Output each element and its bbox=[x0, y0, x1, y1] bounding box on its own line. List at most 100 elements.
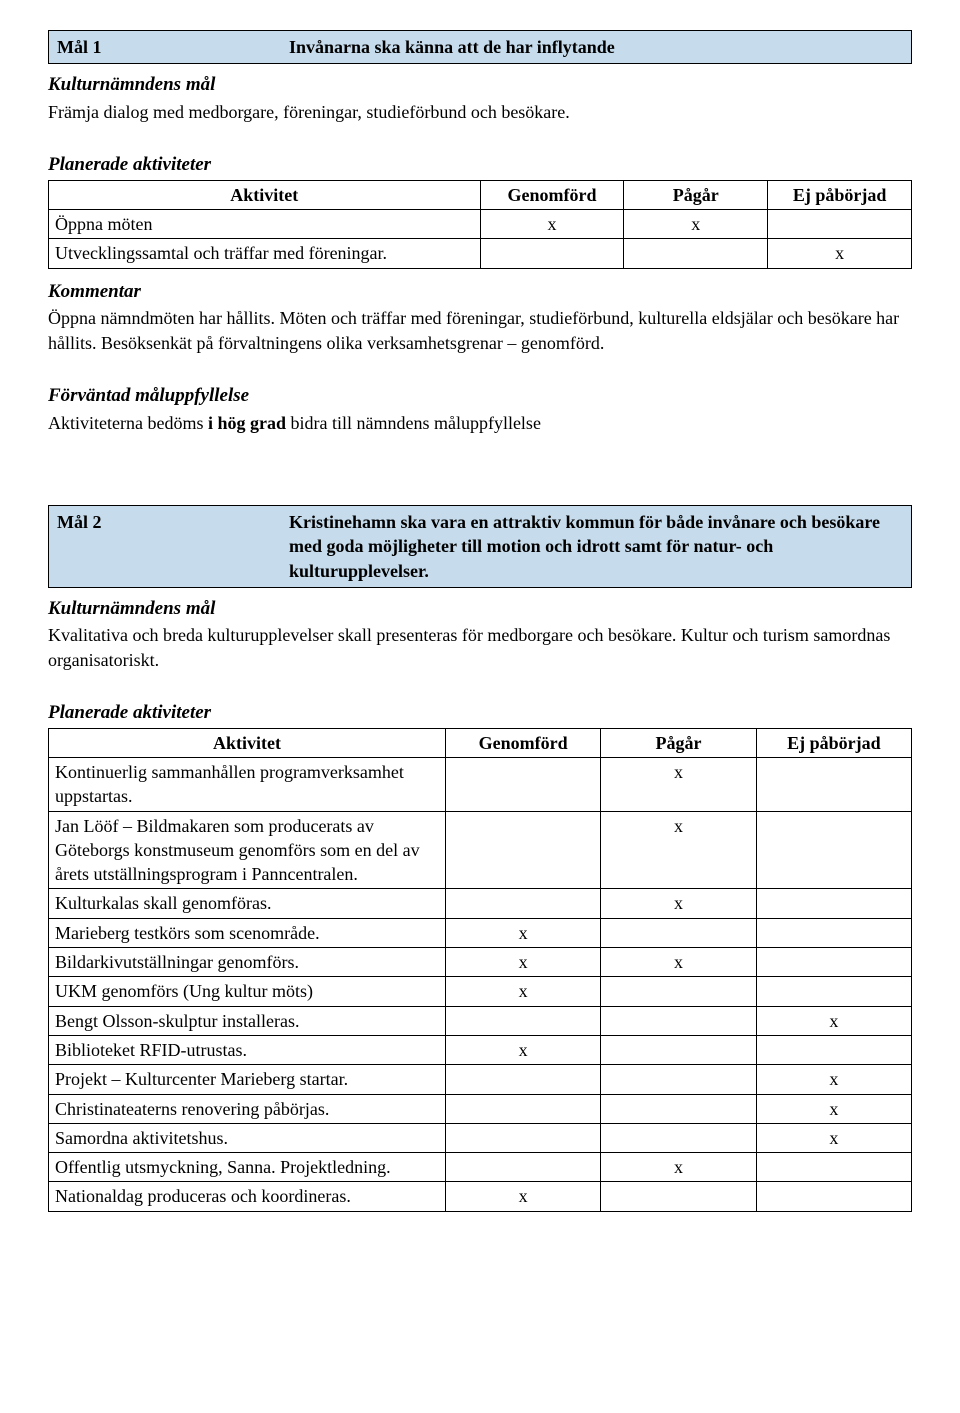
goal2-label: Mål 2 bbox=[57, 510, 289, 583]
cell-notstarted bbox=[768, 210, 912, 239]
table-row: Marieberg testkörs som scenområde.x bbox=[49, 918, 912, 947]
col-ongoing: Pågår bbox=[601, 728, 756, 757]
cell-ongoing: x bbox=[601, 811, 756, 889]
table-row: UKM genomförs (Ung kultur möts)x bbox=[49, 977, 912, 1006]
goal2-header: Mål 2 Kristinehamn ska vara en attraktiv… bbox=[48, 505, 912, 588]
table-row: Samordna aktivitetshus. x bbox=[49, 1123, 912, 1152]
cell-notstarted bbox=[756, 811, 911, 889]
cell-done bbox=[445, 889, 600, 918]
cell-notstarted: x bbox=[768, 239, 912, 268]
goal1-sub-text: Främja dialog med medborgare, föreningar… bbox=[48, 100, 912, 124]
expected-prefix: Aktiviteterna bedöms bbox=[48, 413, 208, 433]
cell-activity: Biblioteket RFID-utrustas. bbox=[49, 1035, 446, 1064]
goal1-table: Aktivitet Genomförd Pågår Ej påbörjad Öp… bbox=[48, 180, 912, 269]
goal2-table: Aktivitet Genomförd Pågår Ej påbörjad Ko… bbox=[48, 728, 912, 1212]
col-activity: Aktivitet bbox=[49, 728, 446, 757]
cell-activity: Marieberg testkörs som scenområde. bbox=[49, 918, 446, 947]
table-row: Kontinuerlig sammanhållen programverksam… bbox=[49, 758, 912, 812]
cell-activity: Utvecklingssamtal och träffar med föreni… bbox=[49, 239, 481, 268]
goal2-title: Kristinehamn ska vara en attraktiv kommu… bbox=[289, 510, 903, 583]
cell-done bbox=[445, 1094, 600, 1123]
cell-done bbox=[445, 758, 600, 812]
table-row: Bengt Olsson-skulptur installeras. x bbox=[49, 1006, 912, 1035]
col-ongoing: Pågår bbox=[624, 180, 768, 209]
cell-notstarted: x bbox=[756, 1094, 911, 1123]
cell-ongoing: x bbox=[601, 948, 756, 977]
cell-ongoing bbox=[601, 1094, 756, 1123]
col-notstarted: Ej påbörjad bbox=[756, 728, 911, 757]
cell-done bbox=[445, 1153, 600, 1182]
table-row: Offentlig utsmyckning, Sanna. Projektled… bbox=[49, 1153, 912, 1182]
table-row: Biblioteket RFID-utrustas.x bbox=[49, 1035, 912, 1064]
goal1-title: Invånarna ska känna att de har inflytand… bbox=[289, 35, 903, 59]
cell-activity: Christinateaterns renovering påbörjas. bbox=[49, 1094, 446, 1123]
cell-done: x bbox=[445, 948, 600, 977]
goal2-sub-heading: Kulturnämndens mål bbox=[48, 596, 912, 622]
cell-ongoing: x bbox=[601, 758, 756, 812]
cell-notstarted bbox=[756, 889, 911, 918]
goal1-comment-heading: Kommentar bbox=[48, 279, 912, 305]
table-row: Jan Lööf – Bildmakaren som producerats a… bbox=[49, 811, 912, 889]
goal1-expected-text: Aktiviteterna bedöms i hög grad bidra ti… bbox=[48, 411, 912, 435]
cell-activity: Nationaldag produceras och koordineras. bbox=[49, 1182, 446, 1211]
table-row: Bildarkivutställningar genomförs.xx bbox=[49, 948, 912, 977]
cell-done: x bbox=[445, 1182, 600, 1211]
col-activity: Aktivitet bbox=[49, 180, 481, 209]
cell-ongoing: x bbox=[601, 1153, 756, 1182]
goal1-expected-heading: Förväntad måluppfyllelse bbox=[48, 383, 912, 409]
goal1-planned-heading: Planerade aktiviteter bbox=[48, 152, 912, 178]
cell-activity: UKM genomförs (Ung kultur möts) bbox=[49, 977, 446, 1006]
cell-activity: Jan Lööf – Bildmakaren som producerats a… bbox=[49, 811, 446, 889]
cell-ongoing bbox=[624, 239, 768, 268]
table-row: Christinateaterns renovering påbörjas. x bbox=[49, 1094, 912, 1123]
table-row: Kulturkalas skall genomföras. x bbox=[49, 889, 912, 918]
cell-ongoing: x bbox=[601, 889, 756, 918]
cell-activity: Öppna möten bbox=[49, 210, 481, 239]
goal2-sub-text: Kvalitativa och breda kulturupplevelser … bbox=[48, 623, 912, 672]
cell-activity: Kulturkalas skall genomföras. bbox=[49, 889, 446, 918]
col-done: Genomförd bbox=[445, 728, 600, 757]
col-notstarted: Ej påbörjad bbox=[768, 180, 912, 209]
col-done: Genomförd bbox=[480, 180, 624, 209]
table-row: Aktivitet Genomförd Pågår Ej påbörjad bbox=[49, 728, 912, 757]
table-row: Öppna mötenxx bbox=[49, 210, 912, 239]
cell-ongoing bbox=[601, 918, 756, 947]
cell-notstarted bbox=[756, 918, 911, 947]
cell-done bbox=[445, 1123, 600, 1152]
cell-done: x bbox=[445, 977, 600, 1006]
cell-notstarted bbox=[756, 948, 911, 977]
cell-activity: Samordna aktivitetshus. bbox=[49, 1123, 446, 1152]
table-row: Projekt – Kulturcenter Marieberg startar… bbox=[49, 1065, 912, 1094]
cell-activity: Bengt Olsson-skulptur installeras. bbox=[49, 1006, 446, 1035]
cell-notstarted bbox=[756, 758, 911, 812]
table-row: Aktivitet Genomförd Pågår Ej påbörjad bbox=[49, 180, 912, 209]
cell-done bbox=[480, 239, 624, 268]
cell-activity: Offentlig utsmyckning, Sanna. Projektled… bbox=[49, 1153, 446, 1182]
cell-activity: Kontinuerlig sammanhållen programverksam… bbox=[49, 758, 446, 812]
expected-suffix: bidra till nämndens måluppfyllelse bbox=[286, 413, 541, 433]
cell-notstarted bbox=[756, 977, 911, 1006]
cell-notstarted: x bbox=[756, 1123, 911, 1152]
cell-ongoing bbox=[601, 1182, 756, 1211]
goal1-header: Mål 1 Invånarna ska känna att de har inf… bbox=[48, 30, 912, 64]
expected-bold: i hög grad bbox=[208, 413, 286, 433]
cell-ongoing bbox=[601, 1065, 756, 1094]
cell-done: x bbox=[445, 918, 600, 947]
cell-done bbox=[445, 1065, 600, 1094]
cell-ongoing bbox=[601, 1006, 756, 1035]
cell-notstarted bbox=[756, 1153, 911, 1182]
cell-notstarted bbox=[756, 1182, 911, 1211]
cell-done: x bbox=[445, 1035, 600, 1064]
cell-notstarted: x bbox=[756, 1006, 911, 1035]
cell-done: x bbox=[480, 210, 624, 239]
table-row: Nationaldag produceras och koordineras.x bbox=[49, 1182, 912, 1211]
cell-ongoing bbox=[601, 1123, 756, 1152]
goal1-label: Mål 1 bbox=[57, 35, 289, 59]
cell-ongoing bbox=[601, 977, 756, 1006]
table-row: Utvecklingssamtal och träffar med föreni… bbox=[49, 239, 912, 268]
cell-activity: Bildarkivutställningar genomförs. bbox=[49, 948, 446, 977]
goal2-planned-heading: Planerade aktiviteter bbox=[48, 700, 912, 726]
cell-ongoing bbox=[601, 1035, 756, 1064]
cell-notstarted bbox=[756, 1035, 911, 1064]
cell-activity: Projekt – Kulturcenter Marieberg startar… bbox=[49, 1065, 446, 1094]
